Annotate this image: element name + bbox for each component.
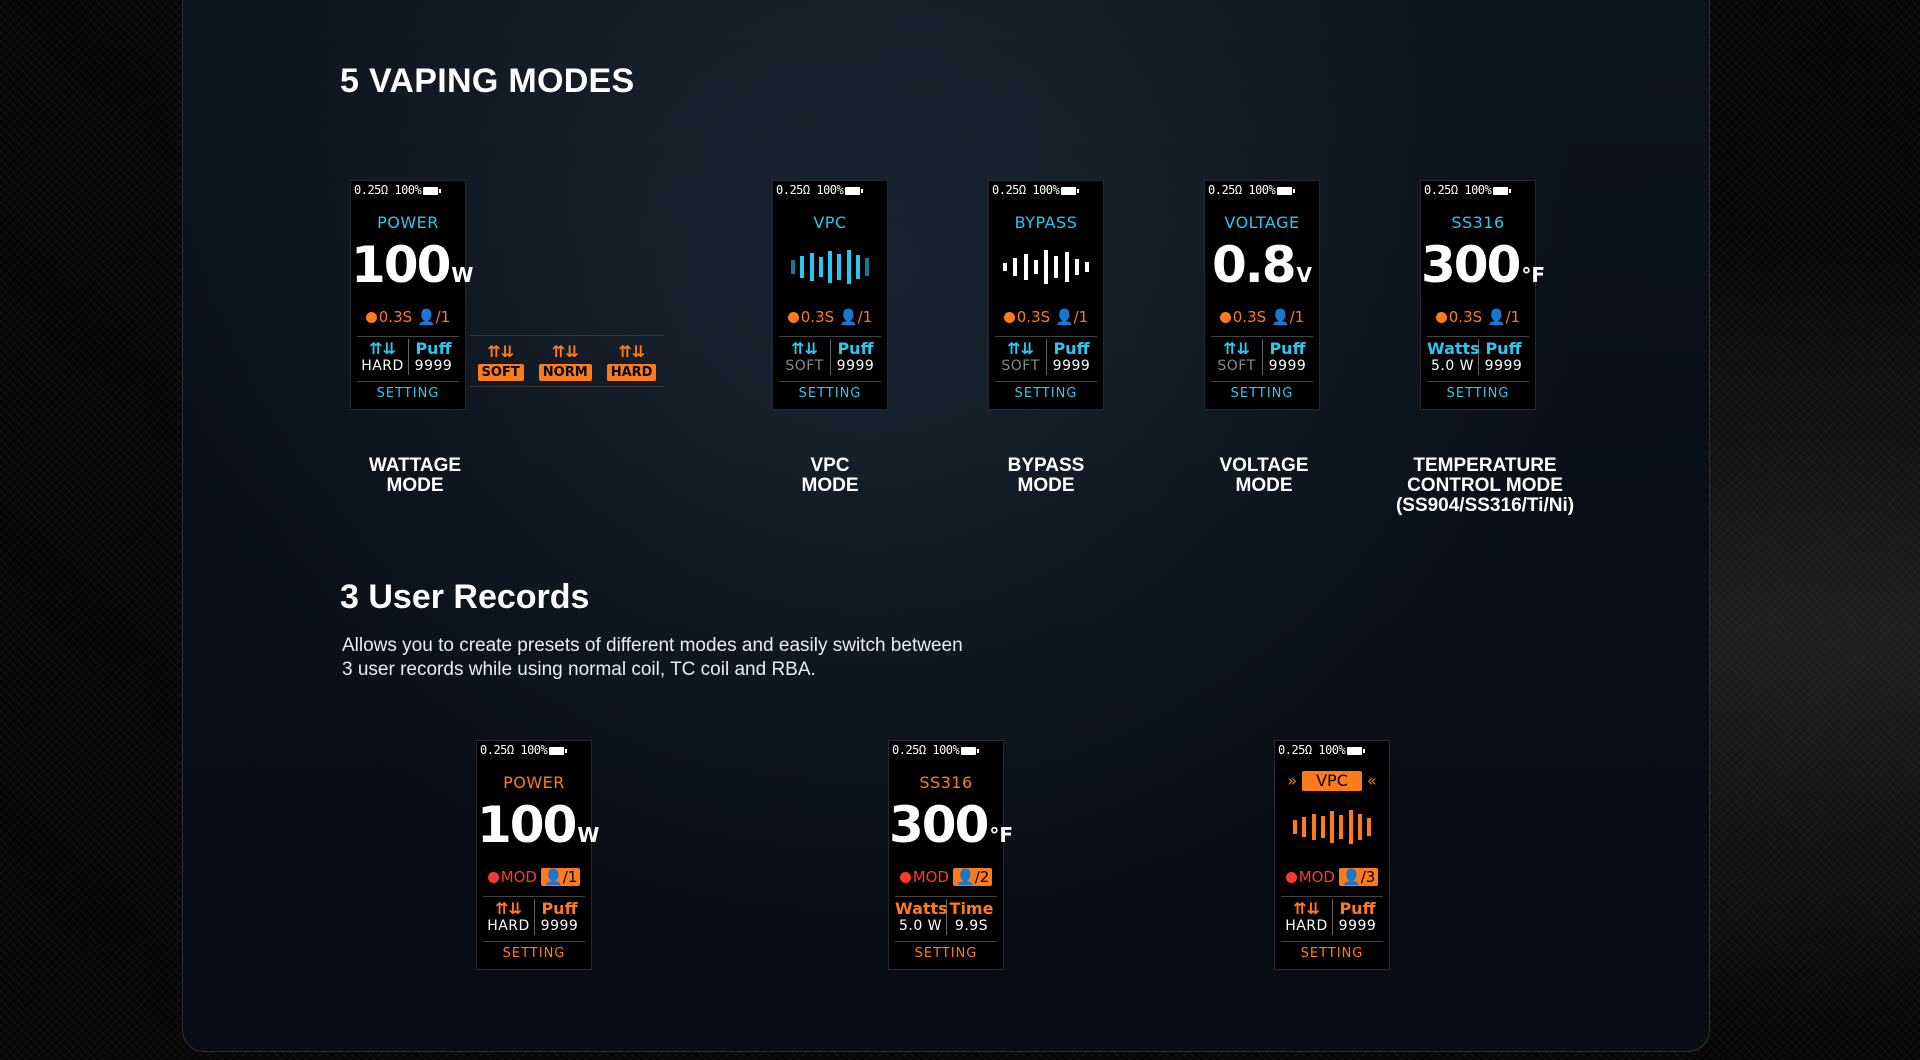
caption-vpc: VPC MODE <box>801 455 859 496</box>
info-row: 0.3S 👤/1 <box>777 308 883 326</box>
status-bar: 0.25Ω 100% <box>892 743 1000 757</box>
value-readout: 100 W <box>351 236 474 294</box>
battery-readout: 100% <box>394 183 422 197</box>
waveform-icon <box>1003 249 1089 285</box>
setting-label: SETTING <box>1211 381 1313 406</box>
resistance-readout: 0.25Ω <box>354 183 388 197</box>
caption-voltage: VOLTAGE MODE <box>1219 455 1309 496</box>
hardness-hard: ⇈⇊ HARD <box>606 342 657 381</box>
battery-icon <box>1277 186 1296 195</box>
stat-right: 9999 <box>414 358 453 374</box>
info-row: MOD 👤/2 <box>893 868 999 886</box>
chevrons-right-icon: » <box>1287 771 1298 790</box>
battery-icon <box>961 746 980 755</box>
status-bar: 0.25Ω 100% <box>776 183 884 197</box>
stats-grid: ⇈⇊ HARD Puff 9999 <box>483 896 585 937</box>
status-bar: 0.25Ω 100% <box>354 183 462 197</box>
mode-title: VOLTAGE <box>1224 213 1300 232</box>
info-row: 0.3S 👤/1 <box>1425 308 1531 326</box>
mode-title: BYPASS <box>1014 213 1078 232</box>
screen-user-record-2: 0.25Ω 100% SS316 300 °F MOD 👤/2 Watts 5.0 W… <box>888 740 1014 970</box>
info-row: 0.3S 👤/1 <box>355 308 461 326</box>
clock-icon <box>365 312 377 323</box>
battery-icon <box>423 186 442 195</box>
stats-grid: Watts 5.0 W Puff 9999 <box>1427 336 1529 377</box>
screen-voltage-mode: 0.25Ω 100% VOLTAGE 0.8 V 0.3S 👤/1 ⇈⇊ SOFT … <box>1204 180 1320 410</box>
setting-label: SETTING <box>357 381 459 406</box>
user-icon: 👤 <box>416 308 436 326</box>
hardness-options: ⇈⇊ SOFT ⇈⇊ NORM ⇈⇊ HARD <box>470 335 664 387</box>
status-bar: 0.25Ω 100% <box>1278 743 1386 757</box>
setting-label: SETTING <box>779 381 881 406</box>
battery-icon <box>1347 746 1366 755</box>
caption-bypass: BYPASS MODE <box>1007 455 1085 496</box>
screen-user-record-1: 0.25Ω 100% POWER 100 W MOD 👤/1 ⇈⇊ HARD Puff… <box>476 740 600 970</box>
vpc-bars-icon <box>1293 809 1371 845</box>
screen-user-record-3: 0.25Ω 100% » VPC « MOD 👤/3 ⇈⇊ HARD Puff 999… <box>1274 740 1390 970</box>
status-bar: 0.25Ω 100% <box>992 183 1100 197</box>
info-row: MOD 👤/1 <box>481 868 587 886</box>
mode-title: SS316 <box>1451 213 1505 232</box>
stats-grid: Watts 5.0 W Time 9.9S <box>895 896 997 937</box>
stats-grid: ⇈⇊ SOFT Puff 9999 <box>995 336 1097 377</box>
setting-label: SETTING <box>1281 941 1383 966</box>
screen-bypass-mode: 0.25Ω 100% BYPASS 0.3S 👤/1 ⇈⇊ SOFT Puff 99… <box>988 180 1104 410</box>
stats-grid: ⇈⇊ HARD Puff 9999 <box>1281 896 1383 937</box>
vpc-bars-icon <box>791 249 869 285</box>
info-row: 0.3S 👤/1 <box>993 308 1099 326</box>
info-row: 0.3S 👤/1 <box>1209 308 1315 326</box>
battery-icon <box>549 746 568 755</box>
user-icon: 👤 <box>544 868 563 886</box>
stats-grid: ⇈⇊ SOFT Puff 9999 <box>779 336 881 377</box>
mod-icon <box>487 872 499 883</box>
section-title-user-records: 3 User Records <box>340 578 590 616</box>
value-readout: 300 °F <box>889 796 1014 854</box>
stat-left: HARD <box>361 358 404 374</box>
screen-wattage-mode: 0.25Ω 100% POWER 100 W 0.3S 👤/1 ⇈⇊ HARD Pu… <box>350 180 474 410</box>
battery-icon <box>1493 186 1512 195</box>
value-readout: 100 W <box>477 796 600 854</box>
user-records-description: Allows you to create presets of differen… <box>342 635 963 680</box>
info-row: MOD 👤/3 <box>1279 868 1385 886</box>
caption-temperature: TEMPERATURE CONTROL MODE (SS904/SS316/Ti/N… <box>1395 455 1575 516</box>
hardness-norm: ⇈⇊ NORM <box>538 342 592 381</box>
setting-label: SETTING <box>895 941 997 966</box>
caption-wattage: WATTAGE MODE <box>368 455 462 496</box>
setting-label: SETTING <box>1427 381 1529 406</box>
chevrons-left-icon: « <box>1366 771 1377 790</box>
setting-label: SETTING <box>995 381 1097 406</box>
screen-vpc-mode: 0.25Ω 100% VPC 0.3S 👤/1 ⇈⇊ SOFT Puff 9999 … <box>772 180 888 410</box>
status-bar: 0.25Ω 100% <box>1208 183 1316 197</box>
stats-grid: ⇈⇊ SOFT Puff 9999 <box>1211 336 1313 377</box>
stat-right-label: Puff <box>415 339 452 358</box>
screen-temperature-mode: 0.25Ω 100% SS316 300 °F 0.3S 👤/1 Watts 5.0… <box>1420 180 1546 410</box>
stats-grid: ⇈⇊ HARD Puff 9999 <box>357 336 459 377</box>
mode-title: POWER <box>503 773 565 792</box>
mode-title: » VPC « <box>1287 771 1377 791</box>
section-title-vaping-modes: 5 VAPING MODES <box>340 62 635 100</box>
battery-icon <box>845 186 864 195</box>
arrows-icon: ⇈⇊ <box>369 339 396 358</box>
status-bar: 0.25Ω 100% <box>1424 183 1532 197</box>
mode-title: SS316 <box>919 773 973 792</box>
hardness-soft: ⇈⇊ SOFT <box>477 342 524 381</box>
mode-title: VPC <box>813 213 847 232</box>
setting-label: SETTING <box>483 941 585 966</box>
status-bar: 0.25Ω 100% <box>480 743 588 757</box>
value-readout: 300 °F <box>1421 236 1546 294</box>
mode-title: POWER <box>377 213 439 232</box>
battery-icon <box>1061 186 1080 195</box>
value-readout: 0.8 V <box>1211 236 1313 294</box>
